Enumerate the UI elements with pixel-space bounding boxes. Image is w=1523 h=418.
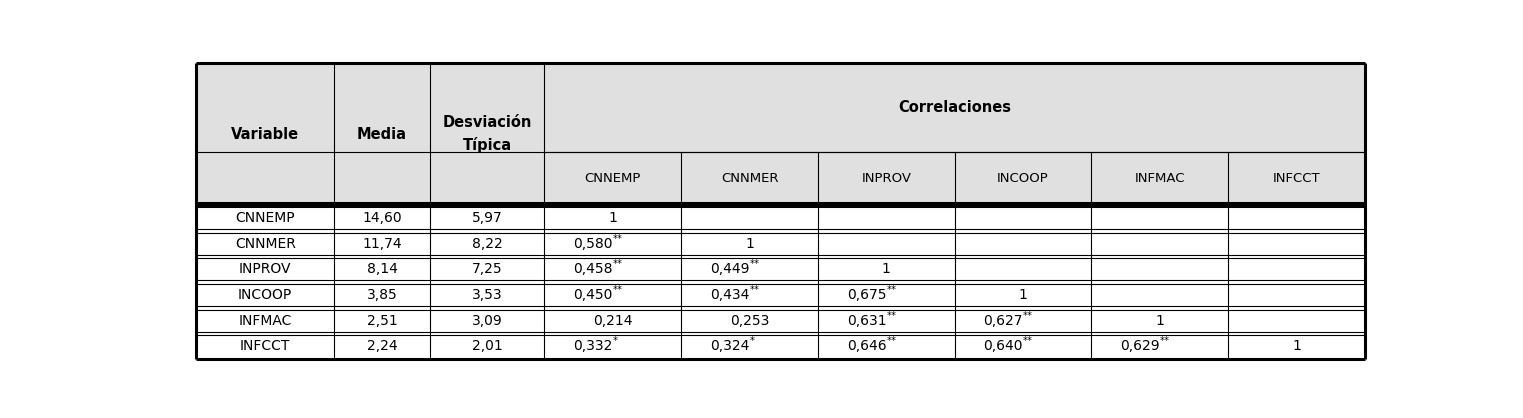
Text: 0,324: 0,324 [710,339,749,353]
Text: CNNEMP: CNNEMP [585,172,641,185]
Text: 0,332: 0,332 [574,339,612,353]
Text: 2,01: 2,01 [472,339,503,353]
Text: *: * [749,336,754,347]
Text: INCOOP: INCOOP [998,172,1049,185]
Text: 3,53: 3,53 [472,288,503,302]
Text: 0,458: 0,458 [573,263,612,276]
Text: INFCCT: INFCCT [1273,172,1320,185]
Text: 1: 1 [882,263,891,276]
Text: **: ** [612,234,623,244]
Text: 8,22: 8,22 [472,237,503,251]
Text: **: ** [612,259,623,269]
Text: 11,74: 11,74 [362,237,402,251]
Text: 0,449: 0,449 [710,263,749,276]
Text: 1: 1 [1156,314,1164,328]
Text: INFMAC: INFMAC [239,314,292,328]
Bar [196,205,1365,231]
Text: INPROV: INPROV [239,263,291,276]
Text: 2,51: 2,51 [367,314,398,328]
Bar [196,257,1365,282]
Bar [196,63,1365,152]
Text: **: ** [1023,336,1033,347]
Text: 1: 1 [1019,288,1028,302]
Text: 0,253: 0,253 [730,314,769,328]
Text: INFMAC: INFMAC [1135,172,1185,185]
Text: *: * [612,336,618,347]
Text: 7,25: 7,25 [472,263,503,276]
Text: **: ** [612,285,623,295]
Text: Correlaciones: Correlaciones [899,100,1011,115]
Text: 0,434: 0,434 [710,288,749,302]
Text: Variable: Variable [231,127,300,142]
Text: 0,640: 0,640 [984,339,1023,353]
Text: **: ** [749,285,760,295]
Text: 0,580: 0,580 [573,237,612,251]
Text: 3,09: 3,09 [472,314,503,328]
Text: 0,675: 0,675 [847,288,886,302]
Text: **: ** [1159,336,1170,347]
Text: 0,627: 0,627 [984,314,1023,328]
Text: CNNMER: CNNMER [720,172,778,185]
Bar [196,334,1365,359]
Bar [196,282,1365,308]
Text: Desviación
Típica: Desviación Típica [443,115,532,153]
Text: 5,97: 5,97 [472,211,503,225]
Text: 0,450: 0,450 [574,288,612,302]
Text: **: ** [1023,311,1033,321]
Text: 8,14: 8,14 [367,263,398,276]
Text: 0,629: 0,629 [1119,339,1159,353]
Text: 0,214: 0,214 [592,314,632,328]
Text: 0,631: 0,631 [847,314,886,328]
Text: CNNMER: CNNMER [235,237,295,251]
Text: 1: 1 [745,237,754,251]
Text: **: ** [886,285,897,295]
Text: 14,60: 14,60 [362,211,402,225]
Bar [196,308,1365,334]
Text: 1: 1 [1292,339,1301,353]
Text: 1: 1 [608,211,617,225]
Text: 3,85: 3,85 [367,288,398,302]
Bar [196,152,1365,205]
Text: **: ** [886,311,897,321]
Bar [196,231,1365,257]
Text: **: ** [886,336,897,347]
Text: 0,646: 0,646 [847,339,886,353]
Text: INCOOP: INCOOP [238,288,292,302]
Text: CNNEMP: CNNEMP [236,211,295,225]
Text: INPROV: INPROV [862,172,911,185]
Text: **: ** [749,259,760,269]
Text: 2,24: 2,24 [367,339,398,353]
Text: INFCCT: INFCCT [241,339,291,353]
Text: Media: Media [356,127,407,142]
